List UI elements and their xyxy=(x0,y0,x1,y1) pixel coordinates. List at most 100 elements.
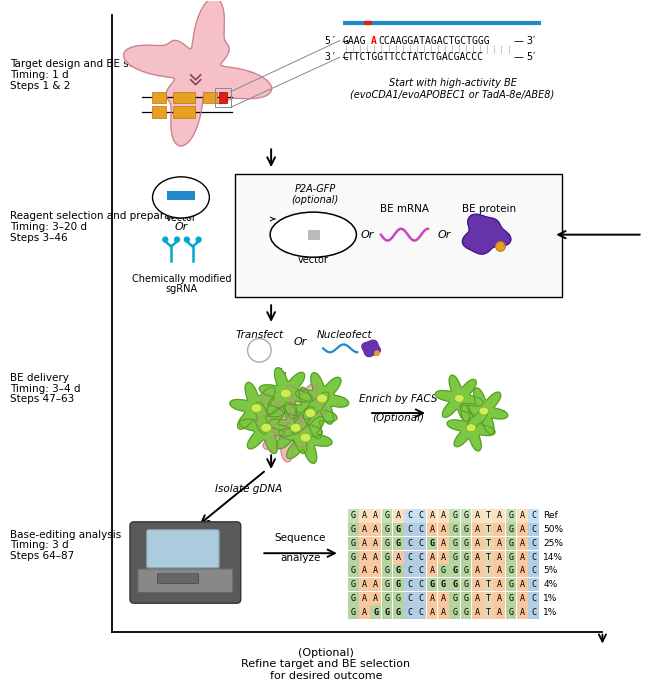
Polygon shape xyxy=(362,340,380,357)
Text: T: T xyxy=(486,512,491,521)
FancyBboxPatch shape xyxy=(382,592,392,605)
Text: A: A xyxy=(441,553,446,562)
Text: A: A xyxy=(374,525,378,534)
FancyBboxPatch shape xyxy=(460,510,471,523)
Text: G: G xyxy=(452,608,457,616)
Text: C: C xyxy=(531,553,536,562)
FancyBboxPatch shape xyxy=(494,523,505,536)
Text: A: A xyxy=(475,539,480,548)
Text: A: A xyxy=(475,594,480,603)
FancyBboxPatch shape xyxy=(483,564,494,577)
Text: G: G xyxy=(509,580,513,589)
Ellipse shape xyxy=(466,424,476,432)
Ellipse shape xyxy=(261,423,272,432)
FancyBboxPatch shape xyxy=(505,564,517,577)
Ellipse shape xyxy=(251,403,262,412)
Text: 1%: 1% xyxy=(543,594,558,603)
Text: (Optional): (Optional) xyxy=(373,413,424,423)
FancyBboxPatch shape xyxy=(173,92,195,103)
FancyBboxPatch shape xyxy=(494,537,505,550)
Text: A: A xyxy=(362,553,367,562)
Text: A: A xyxy=(362,580,367,589)
Text: G: G xyxy=(385,512,390,521)
Text: C: C xyxy=(407,608,412,616)
Text: G: G xyxy=(509,539,513,548)
Text: A: A xyxy=(497,608,502,616)
Polygon shape xyxy=(256,394,303,439)
FancyBboxPatch shape xyxy=(460,606,471,619)
Polygon shape xyxy=(240,402,293,453)
FancyBboxPatch shape xyxy=(151,92,167,103)
FancyBboxPatch shape xyxy=(415,551,426,564)
Text: A: A xyxy=(497,594,502,603)
FancyBboxPatch shape xyxy=(348,523,358,536)
Text: A: A xyxy=(475,512,480,521)
Text: G: G xyxy=(452,512,457,521)
FancyBboxPatch shape xyxy=(483,551,494,564)
FancyBboxPatch shape xyxy=(348,551,358,564)
Circle shape xyxy=(184,237,189,242)
Text: A: A xyxy=(475,525,480,534)
Text: G: G xyxy=(385,566,390,575)
FancyBboxPatch shape xyxy=(472,551,483,564)
Text: BE delivery: BE delivery xyxy=(10,373,69,383)
Text: P2A-GFP
(optional): P2A-GFP (optional) xyxy=(292,184,339,206)
Polygon shape xyxy=(460,388,508,434)
FancyBboxPatch shape xyxy=(438,510,449,523)
Text: 5′ —: 5′ — xyxy=(325,36,349,46)
FancyBboxPatch shape xyxy=(393,606,404,619)
Text: A: A xyxy=(396,512,401,521)
Text: G: G xyxy=(374,608,378,616)
FancyBboxPatch shape xyxy=(370,551,381,564)
Ellipse shape xyxy=(153,177,210,218)
FancyBboxPatch shape xyxy=(370,578,381,591)
FancyBboxPatch shape xyxy=(483,537,494,550)
FancyBboxPatch shape xyxy=(449,551,460,564)
FancyBboxPatch shape xyxy=(415,523,426,536)
Text: Steps 64–87: Steps 64–87 xyxy=(10,551,74,561)
Circle shape xyxy=(496,242,505,251)
FancyBboxPatch shape xyxy=(449,578,460,591)
FancyBboxPatch shape xyxy=(460,551,471,564)
FancyBboxPatch shape xyxy=(505,537,517,550)
FancyBboxPatch shape xyxy=(438,606,449,619)
FancyBboxPatch shape xyxy=(130,522,241,603)
Text: C: C xyxy=(531,580,536,589)
Text: A: A xyxy=(362,539,367,548)
Text: 4%: 4% xyxy=(543,580,558,589)
FancyBboxPatch shape xyxy=(438,551,449,564)
Text: C: C xyxy=(419,594,423,603)
FancyBboxPatch shape xyxy=(449,510,460,523)
Text: Or: Or xyxy=(294,338,307,347)
FancyBboxPatch shape xyxy=(505,606,517,619)
FancyBboxPatch shape xyxy=(472,537,483,550)
Ellipse shape xyxy=(290,423,301,432)
FancyBboxPatch shape xyxy=(427,606,438,619)
Text: Chemically modified: Chemically modified xyxy=(132,274,232,284)
FancyBboxPatch shape xyxy=(472,564,483,577)
Text: C: C xyxy=(407,525,412,534)
Text: G: G xyxy=(509,594,513,603)
FancyBboxPatch shape xyxy=(393,578,404,591)
Polygon shape xyxy=(259,368,312,419)
Text: A: A xyxy=(441,594,446,603)
Text: 1%: 1% xyxy=(543,608,558,616)
FancyBboxPatch shape xyxy=(359,537,370,550)
Text: A: A xyxy=(374,553,378,562)
Text: Steps 1 & 2: Steps 1 & 2 xyxy=(10,81,71,90)
FancyBboxPatch shape xyxy=(359,564,370,577)
Ellipse shape xyxy=(317,394,328,403)
FancyBboxPatch shape xyxy=(483,592,494,605)
FancyBboxPatch shape xyxy=(348,510,358,523)
Text: C: C xyxy=(531,512,536,521)
Polygon shape xyxy=(269,402,322,453)
Text: G: G xyxy=(396,539,401,548)
FancyBboxPatch shape xyxy=(382,537,392,550)
FancyBboxPatch shape xyxy=(393,510,404,523)
FancyBboxPatch shape xyxy=(348,564,358,577)
Text: G: G xyxy=(385,525,390,534)
Text: C: C xyxy=(407,539,412,548)
FancyBboxPatch shape xyxy=(494,551,505,564)
Text: G: G xyxy=(509,608,513,616)
Text: A: A xyxy=(362,512,367,521)
